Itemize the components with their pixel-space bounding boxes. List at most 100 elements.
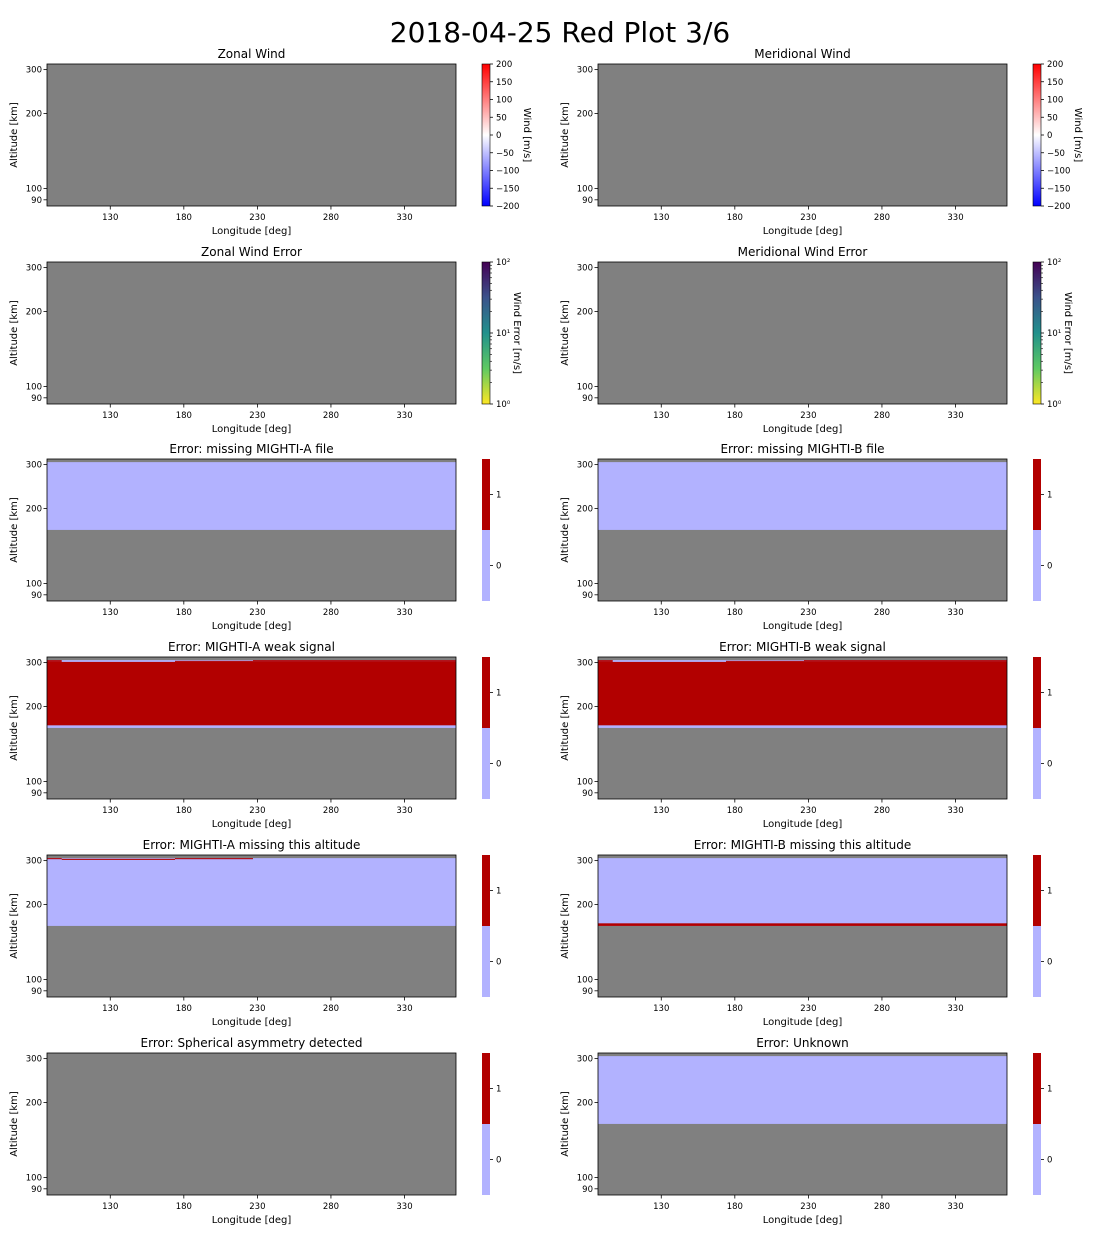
flag-band xyxy=(598,858,1007,926)
x-tick-label: 330 xyxy=(947,1202,963,1212)
colorbar-segment-0 xyxy=(482,530,490,601)
x-tick-label: 330 xyxy=(947,1004,963,1014)
plot-frame xyxy=(597,63,1008,207)
x-tick-label: 130 xyxy=(653,1202,669,1212)
colorbar-segment-0 xyxy=(482,728,490,799)
y-tick-label: 200 xyxy=(26,1098,42,1108)
colorbar-tick-label: 10¹ xyxy=(1047,329,1061,339)
x-tick-label: 180 xyxy=(727,1202,743,1212)
x-tick-label: 230 xyxy=(249,411,265,421)
colorbar: 10 xyxy=(482,459,501,601)
x-tick-label: 280 xyxy=(874,806,890,816)
x-tick-label: 230 xyxy=(249,1202,265,1212)
colorbar-segment-1 xyxy=(482,1053,490,1124)
y-tick-label: 200 xyxy=(26,702,42,712)
subplot-1: Zonal Wind 130 180 230 280 330 Longitude [deg]… xyxy=(9,47,532,237)
colorbar-label: Wind [m/s] xyxy=(1072,108,1083,163)
subplot-4: Meridional Wind Error 130 180 230 280 330 Long… xyxy=(560,245,1073,435)
y-tick-label: 200 xyxy=(26,504,42,514)
flag-band xyxy=(47,858,62,860)
colorbar-segment-1 xyxy=(1033,459,1041,530)
colorbar-tick-label: 0 xyxy=(1047,760,1052,770)
colorbar-tick-label: 0 xyxy=(496,1156,501,1166)
x-axis-label: Longitude [deg] xyxy=(763,1215,843,1226)
y-tick-label: 100 xyxy=(26,579,42,589)
subplot-title: Error: MIGHTI-A weak signal xyxy=(168,640,335,654)
colorbar: 10 xyxy=(1033,1053,1052,1195)
plot-area xyxy=(47,262,456,404)
x-tick-label: 280 xyxy=(874,608,890,618)
plot-frame xyxy=(46,261,457,405)
colorbar: 200 150 100 50 0 −50 −100 −150 −200 Wind [m/s] xyxy=(481,60,532,212)
y-tick-label: 100 xyxy=(577,579,593,589)
flag-band xyxy=(598,660,613,662)
flag-band xyxy=(47,858,456,926)
figure-title: 2018-04-25 Red Plot 3/6 xyxy=(389,16,731,49)
colorbar-tick-label: −50 xyxy=(496,149,514,159)
colorbar-gradient xyxy=(1033,262,1041,404)
y-tick-label: 90 xyxy=(31,1185,42,1195)
subplot-5: Error: missing MIGHTI-A file 130 180 230 280… xyxy=(9,442,501,632)
y-axis-label: Altitude [km] xyxy=(560,300,571,366)
y-axis-label: Altitude [km] xyxy=(560,102,571,168)
colorbar-tick-label: 1 xyxy=(1047,887,1052,897)
x-tick-label: 130 xyxy=(102,608,118,618)
x-tick-label: 130 xyxy=(653,806,669,816)
y-axis-label: Altitude [km] xyxy=(9,893,20,959)
x-axis-label: Longitude [deg] xyxy=(212,226,292,237)
y-tick-label: 90 xyxy=(582,394,593,404)
y-tick-label: 100 xyxy=(26,975,42,985)
x-tick-label: 330 xyxy=(396,608,412,618)
x-tick-label: 230 xyxy=(800,1004,816,1014)
colorbar-label: Wind Error [m/s] xyxy=(1062,292,1073,374)
x-tick-label: 130 xyxy=(102,1202,118,1212)
y-tick-label: 200 xyxy=(577,504,593,514)
x-tick-label: 230 xyxy=(800,806,816,816)
colorbar-label: Wind [m/s] xyxy=(521,108,532,163)
x-tick-label: 130 xyxy=(653,1004,669,1014)
plot-frame xyxy=(597,261,1008,405)
y-tick-label: 200 xyxy=(577,307,593,317)
plot-frame xyxy=(46,63,457,207)
flag-band xyxy=(598,661,1007,726)
colorbar-frame xyxy=(1032,261,1042,405)
colorbar-gradient xyxy=(1033,64,1041,206)
flag-band xyxy=(803,660,1007,662)
colorbar-tick-label: −200 xyxy=(496,202,519,212)
x-tick-label: 330 xyxy=(947,806,963,816)
colorbar-tick-label: 0 xyxy=(1047,1156,1052,1166)
y-tick-label: 100 xyxy=(26,184,42,194)
colorbar-frame xyxy=(481,63,491,207)
colorbar-segment-1 xyxy=(1033,657,1041,728)
flag-band xyxy=(174,858,253,860)
x-tick-label: 180 xyxy=(727,411,743,421)
y-tick-label: 90 xyxy=(31,987,42,997)
x-axis-label: Longitude [deg] xyxy=(763,424,843,435)
subplot-2: Meridional Wind 130 180 230 280 330 Longitude … xyxy=(560,47,1083,237)
x-tick-label: 230 xyxy=(800,1202,816,1212)
colorbar: 10 xyxy=(482,855,501,997)
y-tick-label: 90 xyxy=(582,987,593,997)
subplot-title: Zonal Wind xyxy=(218,47,286,61)
x-axis-label: Longitude [deg] xyxy=(212,819,292,830)
y-tick-label: 300 xyxy=(577,461,593,471)
x-tick-label: 280 xyxy=(323,806,339,816)
y-tick-label: 300 xyxy=(577,264,593,274)
plot-area xyxy=(598,262,1007,404)
x-tick-label: 330 xyxy=(947,411,963,421)
colorbar-segment-0 xyxy=(1033,1124,1041,1195)
x-tick-label: 280 xyxy=(323,608,339,618)
x-tick-label: 180 xyxy=(176,411,192,421)
y-tick-label: 90 xyxy=(582,196,593,206)
y-axis-label: Altitude [km] xyxy=(9,300,20,366)
flag-band xyxy=(47,462,456,530)
subplot-3: Zonal Wind Error 130 180 230 280 330 Longitude… xyxy=(9,245,522,435)
subplot-title: Error: Unknown xyxy=(756,1036,849,1050)
colorbar-tick-label: 50 xyxy=(496,113,507,123)
subplot-title: Error: MIGHTI-B missing this altitude xyxy=(694,838,912,852)
x-tick-label: 330 xyxy=(396,1202,412,1212)
colorbar-tick-label: 0 xyxy=(496,958,501,968)
flag-band xyxy=(47,660,62,662)
plot-area xyxy=(47,64,456,206)
x-tick-label: 280 xyxy=(874,1202,890,1212)
